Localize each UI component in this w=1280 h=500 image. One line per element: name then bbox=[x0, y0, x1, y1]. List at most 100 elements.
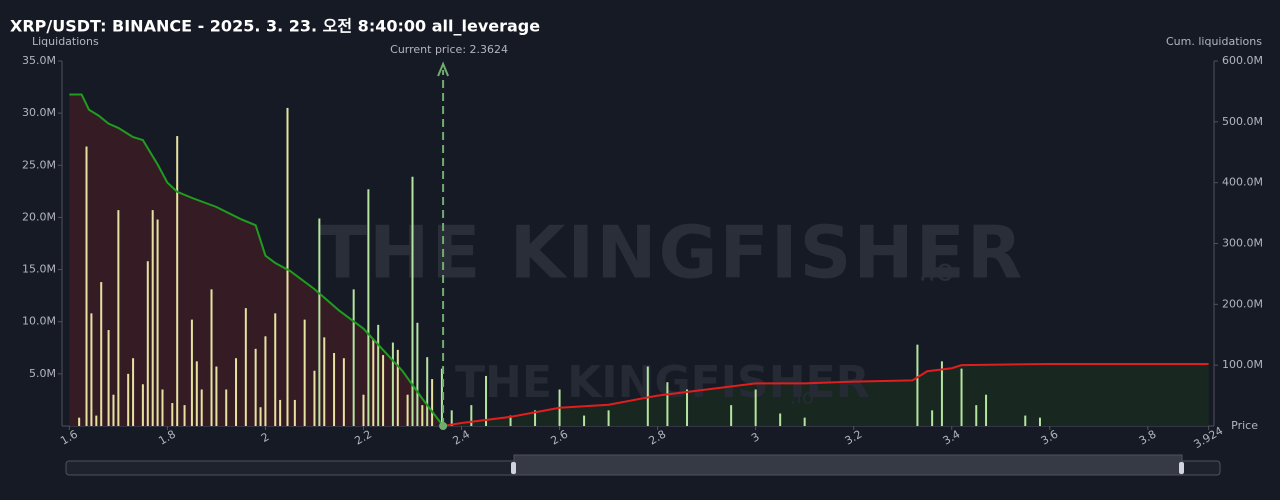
bar bbox=[85, 146, 88, 426]
watermark-suffix: .io bbox=[918, 254, 954, 289]
cumulative-area bbox=[69, 94, 444, 426]
bar bbox=[171, 403, 174, 426]
bar bbox=[100, 282, 103, 426]
cumulative-area bbox=[443, 363, 1209, 426]
scroll-handle[interactable] bbox=[513, 454, 1183, 476]
chart-title: XRP/USDT: BINANCE - 2025. 3. 23. 오전 8:40… bbox=[10, 17, 540, 36]
bar bbox=[416, 322, 419, 426]
y2-tick-label: 300.0M bbox=[1222, 237, 1263, 250]
bar bbox=[396, 349, 399, 426]
bar bbox=[112, 394, 115, 426]
bar bbox=[485, 375, 488, 426]
y-tick-label: 10.0M bbox=[22, 315, 56, 328]
bar bbox=[183, 405, 186, 426]
current-price-arrow bbox=[437, 61, 450, 77]
y2-tick-label: 100.0M bbox=[1222, 358, 1263, 371]
y-tick-label: 25.0M bbox=[22, 158, 56, 171]
bar bbox=[426, 357, 429, 426]
bar bbox=[940, 361, 943, 426]
bar bbox=[254, 348, 257, 426]
bar bbox=[190, 319, 193, 426]
bar bbox=[333, 353, 336, 426]
bar bbox=[195, 361, 198, 426]
bar bbox=[225, 389, 228, 426]
bar bbox=[411, 176, 414, 426]
scroll-grip[interactable] bbox=[511, 462, 516, 474]
bar bbox=[470, 405, 473, 426]
bar bbox=[90, 313, 93, 426]
bar bbox=[367, 189, 370, 426]
bar bbox=[1038, 417, 1041, 426]
scrollbar[interactable] bbox=[65, 454, 1221, 476]
bar bbox=[779, 413, 782, 426]
y-tick-label: 35.0M bbox=[22, 54, 56, 67]
bar bbox=[421, 405, 424, 426]
bar bbox=[534, 410, 537, 426]
y2-tick-label: 200.0M bbox=[1222, 297, 1263, 310]
cumulative-line bbox=[442, 362, 1209, 427]
bar bbox=[440, 368, 443, 426]
bar bbox=[259, 407, 262, 426]
bar bbox=[107, 330, 110, 426]
bar bbox=[313, 370, 316, 426]
bar bbox=[146, 261, 149, 426]
bar bbox=[303, 319, 306, 426]
y2-tick-label: 500.0M bbox=[1222, 115, 1263, 128]
x-axis-label: Price bbox=[1231, 419, 1258, 432]
bar bbox=[686, 389, 689, 426]
y2-axis-label: Cum. liquidations bbox=[1166, 35, 1262, 48]
bar bbox=[916, 344, 919, 426]
bar bbox=[607, 410, 610, 426]
bar bbox=[318, 218, 321, 426]
bar bbox=[215, 366, 218, 426]
bar bbox=[200, 389, 203, 426]
scroll-grip[interactable] bbox=[1179, 462, 1184, 474]
bar bbox=[352, 289, 355, 426]
bar bbox=[1024, 415, 1027, 426]
watermark-suffix: .io bbox=[790, 385, 814, 409]
y2-tick-label: 600.0M bbox=[1222, 54, 1263, 67]
bar bbox=[985, 394, 988, 426]
current-price-dot bbox=[439, 422, 448, 430]
bar bbox=[244, 308, 247, 426]
bar bbox=[646, 366, 649, 426]
bar bbox=[151, 210, 154, 426]
bar bbox=[286, 107, 289, 426]
bar bbox=[264, 336, 267, 426]
y-tick-label: 5.0M bbox=[29, 367, 56, 380]
y-axis-label: Liquidations bbox=[32, 35, 99, 48]
bar bbox=[95, 415, 98, 426]
bar bbox=[78, 417, 81, 426]
bar bbox=[583, 415, 586, 426]
bar bbox=[141, 384, 144, 426]
bar bbox=[960, 368, 963, 426]
bar bbox=[235, 358, 238, 426]
bar bbox=[362, 394, 365, 426]
current-price-label: Current price: 2.3624 bbox=[390, 43, 508, 56]
y-tick-label: 20.0M bbox=[22, 210, 56, 223]
bar bbox=[431, 379, 434, 426]
bar bbox=[176, 136, 179, 427]
cumulative-line bbox=[69, 93, 444, 427]
bar bbox=[666, 382, 669, 426]
bar bbox=[975, 405, 978, 426]
bar bbox=[803, 417, 806, 426]
bar bbox=[406, 394, 409, 426]
bar bbox=[450, 410, 453, 426]
y2-tick-label: 400.0M bbox=[1222, 176, 1263, 189]
bar bbox=[210, 289, 213, 426]
bar bbox=[931, 410, 934, 426]
bar bbox=[274, 313, 277, 426]
bar bbox=[161, 389, 164, 426]
bar bbox=[754, 389, 757, 426]
bar bbox=[391, 342, 394, 426]
bar bbox=[293, 399, 296, 426]
bar bbox=[372, 339, 375, 426]
watermark: THE KINGFISHER bbox=[318, 211, 1024, 295]
bar bbox=[117, 210, 120, 426]
bar bbox=[342, 358, 345, 426]
bar bbox=[132, 358, 135, 426]
bar bbox=[279, 399, 282, 426]
bar bbox=[730, 405, 733, 426]
